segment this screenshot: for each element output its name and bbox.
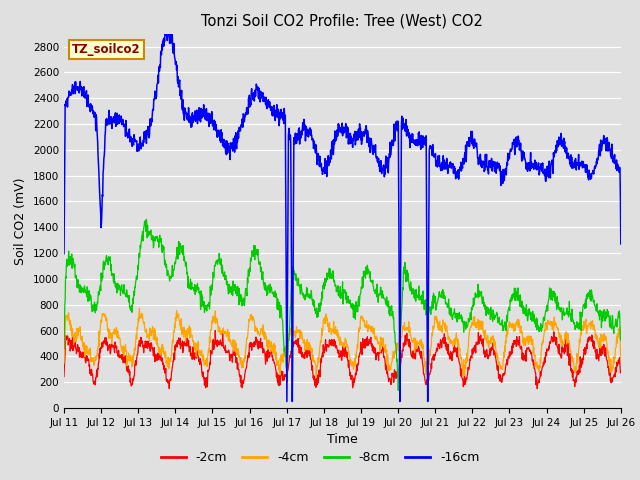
Y-axis label: Soil CO2 (mV): Soil CO2 (mV)	[14, 177, 28, 264]
X-axis label: Time: Time	[327, 433, 358, 446]
Text: TZ_soilco2: TZ_soilco2	[72, 43, 141, 56]
Legend: -2cm, -4cm, -8cm, -16cm: -2cm, -4cm, -8cm, -16cm	[156, 446, 484, 469]
Title: Tonzi Soil CO2 Profile: Tree (West) CO2: Tonzi Soil CO2 Profile: Tree (West) CO2	[202, 13, 483, 28]
